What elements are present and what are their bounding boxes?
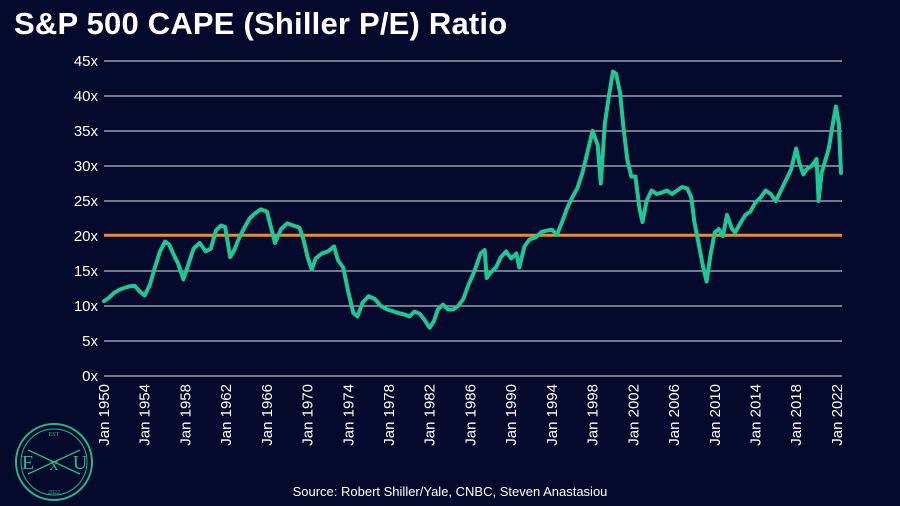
logo-letter-u: U <box>73 452 88 474</box>
logo-year-text: 2022 <box>48 490 60 496</box>
x-tick-label: Jan 2010 <box>707 384 724 446</box>
x-tick-label: Jan 2022 <box>829 384 846 446</box>
chart-title: S&P 500 CAPE (Shiller P/E) Ratio <box>14 6 508 41</box>
y-tick-label: 40x <box>74 88 99 105</box>
source-note: Source: Robert Shiller/Yale, CNBC, Steve… <box>292 484 608 499</box>
cape-series-line <box>102 69 843 330</box>
logo-letter-e: E <box>22 452 34 474</box>
y-tick-label: 15x <box>74 263 99 280</box>
series-layer <box>102 69 843 330</box>
x-tick-label: Jan 1950 <box>96 384 113 446</box>
x-tick-label: Jan 1958 <box>177 384 194 446</box>
x-tick-label: Jan 1954 <box>137 384 154 446</box>
x-tick-label: Jan 2018 <box>788 384 805 446</box>
logo-inner-ring <box>20 428 88 496</box>
logo-diagonal-2 <box>27 449 81 475</box>
logo-letter-x: X <box>49 458 59 473</box>
exu-logo: EST E X U 2022 <box>15 423 93 501</box>
y-tick-label: 10x <box>74 298 99 315</box>
x-tick-label: Jan 1978 <box>381 384 398 446</box>
y-tick-label: 5x <box>82 333 98 350</box>
x-tick-label: Jan 1970 <box>300 384 317 446</box>
logo-outer-ring <box>15 423 93 501</box>
y-tick-label: 45x <box>74 53 99 70</box>
x-tick-label: Jan 2006 <box>666 384 683 446</box>
y-tick-label: 20x <box>74 228 99 245</box>
x-tick-label: Jan 1990 <box>503 384 520 446</box>
y-axis: 0x 5x 10x 15x 20x 25x 30x 35x 40x 45x <box>74 53 99 385</box>
y-tick-label: 25x <box>74 193 99 210</box>
x-tick-label: Jan 1974 <box>340 384 357 446</box>
x-tick-label: Jan 2014 <box>747 384 764 446</box>
y-tick-label: 30x <box>74 158 99 175</box>
x-tick-label: Jan 1986 <box>462 384 479 446</box>
x-tick-label: Jan 1994 <box>544 384 561 446</box>
x-tick-label: Jan 2002 <box>625 384 642 446</box>
gridlines <box>104 60 842 377</box>
y-tick-label: 35x <box>74 123 99 140</box>
logo-est-text: EST <box>49 432 60 438</box>
x-tick-label: Jan 1998 <box>585 384 602 446</box>
x-tick-label: Jan 1982 <box>422 384 439 446</box>
y-tick-label: 0x <box>82 368 98 385</box>
x-tick-label: Jan 1966 <box>259 384 276 446</box>
x-tick-label: Jan 1962 <box>218 384 235 446</box>
x-axis: Jan 1950 Jan 1954 Jan 1958 Jan 1962 Jan 1966… <box>96 384 846 446</box>
